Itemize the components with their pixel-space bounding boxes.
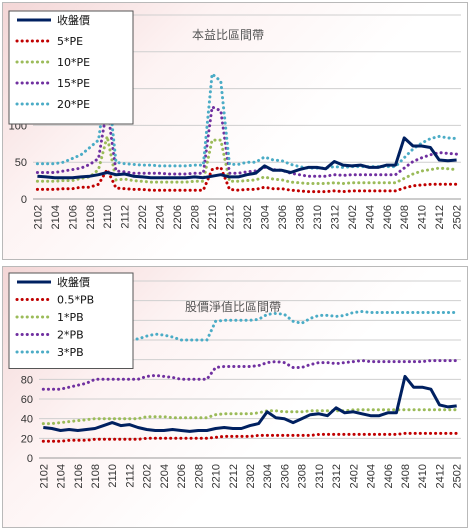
x-tick-label: 2402 [348, 464, 360, 488]
series-line-3 [41, 359, 459, 391]
x-tick-label: 2210 [207, 205, 219, 229]
legend-label: 2*PB [57, 329, 84, 342]
legend [8, 272, 134, 369]
x-tick-label: 2412 [434, 464, 446, 488]
y-tick-label: 100 [9, 120, 27, 132]
series-line-1 [41, 431, 459, 443]
x-tick-label: 2108 [85, 205, 97, 229]
pe-band-chart: 0501001502002502102210421062108211021122… [8, 10, 464, 229]
x-tick-label: 2106 [73, 464, 85, 488]
chart-title: 本益比區間帶 [192, 28, 264, 42]
series-line-2 [35, 136, 459, 186]
x-tick-label: 2202 [142, 464, 154, 488]
y-tick-label: 0 [27, 453, 33, 465]
x-tick-label: 2112 [124, 464, 136, 488]
x-tick-label: 2210 [211, 464, 223, 488]
x-tick-label: 2110 [107, 464, 119, 488]
x-tick-label: 2308 [294, 205, 306, 229]
x-tick-label: 2104 [50, 205, 62, 229]
x-tick-label: 2208 [190, 205, 202, 229]
legend-label: 0.5*PB [57, 294, 94, 307]
x-tick-label: 2404 [364, 205, 376, 229]
x-tick-label: 2408 [399, 205, 411, 229]
x-tick-label: 2110 [102, 205, 114, 229]
legend-label: 1*PB [57, 311, 84, 324]
x-tick-label: 2208 [193, 464, 205, 488]
series-line-0 [37, 136, 457, 180]
x-tick-label: 2306 [279, 464, 291, 488]
x-tick-label: 2410 [417, 205, 429, 229]
y-tick-label: 0 [21, 194, 27, 206]
x-tick-label: 2402 [347, 205, 359, 229]
x-tick-label: 2502 [452, 205, 464, 229]
x-tick-label: 2312 [331, 464, 343, 488]
x-tick-label: 2206 [172, 205, 184, 229]
y-tick-label: 60 [21, 394, 33, 406]
legend-label: 5*PE [57, 35, 83, 48]
x-tick-label: 2204 [159, 464, 171, 488]
x-tick-label: 2102 [32, 205, 44, 229]
legend-label: 收盤價 [57, 275, 90, 289]
x-tick-label: 2206 [176, 464, 188, 488]
chart-title: 股價淨值比區間帶 [185, 299, 281, 314]
x-tick-label: 2304 [259, 205, 271, 229]
legend-label: 收盤價 [57, 13, 90, 27]
series-line-1 [35, 165, 459, 194]
x-tick-label: 2202 [137, 205, 149, 229]
y-tick-label: 80 [21, 374, 33, 386]
x-tick-label: 2302 [242, 205, 254, 229]
legend-label: 20*PE [57, 98, 90, 111]
x-tick-label: 2102 [38, 464, 50, 488]
x-tick-label: 2406 [383, 464, 395, 488]
x-tick-label: 2404 [366, 464, 378, 488]
series-line-0 [43, 374, 457, 433]
x-tick-label: 2106 [67, 205, 79, 229]
legend-label: 15*PE [57, 77, 90, 90]
x-tick-label: 2212 [228, 464, 240, 488]
x-tick-label: 2310 [314, 464, 326, 488]
x-tick-label: 2204 [155, 205, 167, 229]
x-tick-label: 2412 [434, 205, 446, 229]
x-tick-label: 2112 [120, 205, 132, 229]
y-tick-label: 40 [21, 414, 33, 426]
x-tick-label: 2310 [312, 205, 324, 229]
legend-label: 10*PE [57, 56, 90, 69]
x-tick-label: 2104 [56, 464, 68, 488]
y-tick-label: 50 [15, 157, 27, 169]
legend [8, 10, 134, 125]
x-tick-label: 2108 [90, 464, 102, 488]
y-tick-label: 20 [21, 433, 33, 445]
x-tick-label: 2502 [452, 464, 464, 488]
pe-band-chart-panel: 0501001502002502102210421062108211021122… [2, 2, 468, 260]
pb-band-chart: 0204060801001201401601802102210421062108… [8, 272, 464, 488]
x-tick-label: 2212 [225, 205, 237, 229]
x-tick-label: 2410 [417, 464, 429, 488]
x-tick-label: 2408 [400, 464, 412, 488]
x-tick-label: 2406 [382, 205, 394, 229]
x-tick-label: 2302 [245, 464, 257, 488]
x-tick-label: 2304 [262, 464, 274, 488]
x-tick-label: 2308 [297, 464, 309, 488]
x-tick-label: 2306 [277, 205, 289, 229]
x-tick-label: 2312 [329, 205, 341, 229]
series-line-2 [41, 408, 459, 426]
pb-band-chart-panel: 0204060801001201401601802102210421062108… [2, 266, 468, 528]
legend-label: 3*PB [57, 346, 84, 359]
